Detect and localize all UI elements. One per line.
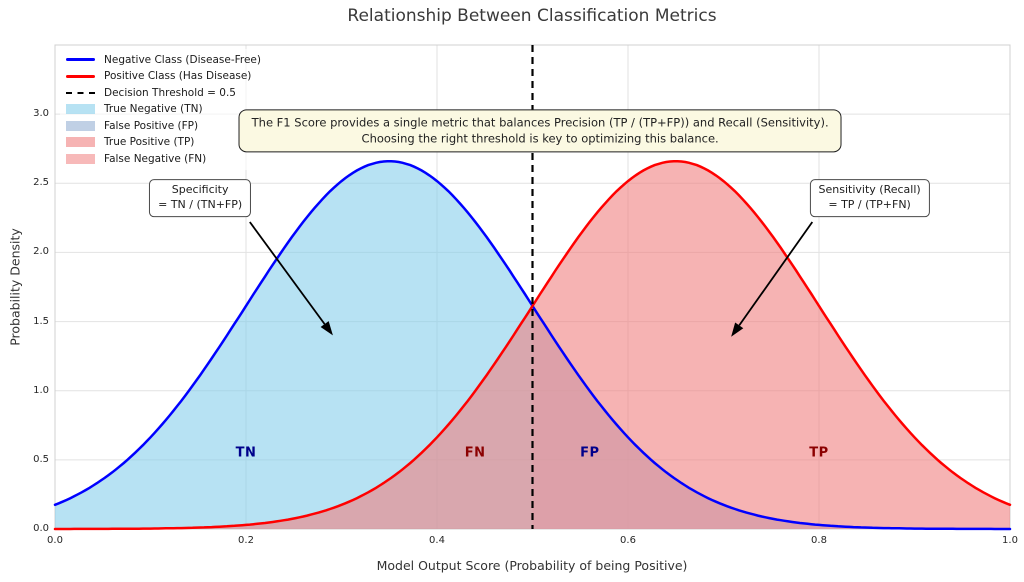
legend-swatch-patch <box>66 153 95 164</box>
x-axis-label: Model Output Score (Probability of being… <box>376 558 688 573</box>
legend-item: Negative Class (Disease-Free) <box>66 53 261 67</box>
legend-item: False Positive (FP) <box>66 119 261 133</box>
y-tick-label: 2.5 <box>33 177 49 189</box>
y-tick-label: 3.0 <box>33 108 49 120</box>
legend-swatch-patch <box>66 137 95 148</box>
sensitivity-line2: = TP / (TP+FN) <box>828 198 911 212</box>
legend-swatch-patch <box>66 120 95 131</box>
y-axis-label: Probability Density <box>7 228 23 346</box>
legend-item: Positive Class (Has Disease) <box>66 70 261 84</box>
curve-positive-class <box>53 159 1012 531</box>
sensitivity-line1: Sensitivity (Recall) <box>818 183 921 197</box>
legend-label: False Positive (FP) <box>104 119 199 132</box>
region-fill-tp <box>532 161 1010 529</box>
legend-item: True Positive (TP) <box>66 136 261 150</box>
chart-title: Relationship Between Classification Metr… <box>347 6 717 26</box>
region-fill-fn <box>55 305 533 529</box>
specificity-line2: = TN / (TN+FP) <box>158 198 243 212</box>
x-tick-label: 1.0 <box>1002 535 1018 546</box>
x-tick-label: 0.6 <box>620 535 636 546</box>
x-tick-label: 0.8 <box>811 535 827 546</box>
specificity-line1: Specificity <box>171 183 229 197</box>
legend-item: True Negative (TN) <box>66 103 261 117</box>
region-label-tn: TN <box>235 445 257 461</box>
f1-note-line1: The F1 Score provides a single metric th… <box>251 115 829 130</box>
x-tick-label: 0.2 <box>238 535 254 546</box>
y-tick-label: 2.0 <box>33 246 49 258</box>
y-tick-label: 1.0 <box>33 384 49 396</box>
f1-note-box: The F1 Score provides a single metric th… <box>238 109 842 153</box>
legend-swatch-dash <box>66 91 95 94</box>
sensitivity-callout: Sensitivity (Recall) = TP / (TP+FN) <box>809 179 930 218</box>
y-tick-label: 0.0 <box>33 523 49 534</box>
region-label-fn: FN <box>464 445 486 461</box>
sensitivity-arrow-head <box>731 322 744 337</box>
legend-label: True Positive (TP) <box>104 136 195 149</box>
legend-item: False Negative (FN) <box>66 152 261 166</box>
legend-label: Positive Class (Has Disease) <box>104 70 252 83</box>
y-tick-label: 1.5 <box>33 315 49 327</box>
specificity-arrow-head <box>320 321 333 336</box>
legend-label: True Negative (TN) <box>104 103 203 116</box>
legend-label: Negative Class (Disease-Free) <box>104 53 261 66</box>
y-tick-label: 0.5 <box>33 453 49 465</box>
f1-note-line2: Choosing the right threshold is key to o… <box>361 131 719 146</box>
sensitivity-arrow-line <box>738 221 814 326</box>
legend-swatch-line <box>66 58 95 62</box>
legend-item: Decision Threshold = 0.5 <box>66 86 261 100</box>
x-tick-label: 0.0 <box>47 535 63 546</box>
specificity-callout: Specificity = TN / (TN+FP) <box>149 179 252 218</box>
legend-swatch-patch <box>66 104 95 115</box>
region-label-fp: FP <box>580 445 600 461</box>
x-tick-label: 0.4 <box>429 535 445 546</box>
specificity-arrow-line <box>249 221 326 325</box>
region-fill-tn <box>55 161 533 529</box>
legend-label: False Negative (FN) <box>104 152 207 165</box>
legend-label: Decision Threshold = 0.5 <box>104 86 236 99</box>
legend-swatch-line <box>66 74 95 78</box>
region-label-tp: TP <box>809 445 829 461</box>
legend: Negative Class (Disease-Free) Positive Cl… <box>60 49 267 170</box>
